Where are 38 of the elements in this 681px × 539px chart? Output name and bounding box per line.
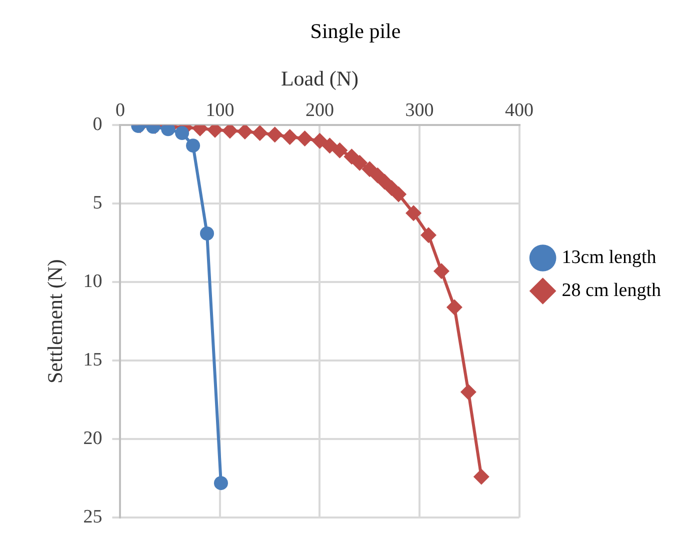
point bbox=[344, 148, 360, 165]
y-tick-label: 0 bbox=[92, 114, 102, 136]
point bbox=[433, 263, 450, 280]
y-tick-label: 25 bbox=[83, 506, 102, 528]
y-axis-title: Settlement (N) bbox=[43, 259, 68, 384]
point bbox=[296, 130, 313, 147]
point bbox=[266, 126, 283, 143]
point bbox=[473, 468, 490, 485]
x-tick-label: 0 bbox=[115, 100, 125, 121]
point bbox=[420, 227, 437, 244]
x-tick-label: 300 bbox=[405, 100, 434, 121]
y-tick-label: 20 bbox=[83, 428, 102, 450]
point bbox=[460, 384, 476, 400]
point bbox=[406, 205, 422, 222]
point bbox=[214, 476, 228, 490]
y-tick-label: 15 bbox=[83, 350, 102, 371]
point bbox=[282, 128, 298, 145]
x-tick-label: 200 bbox=[306, 100, 334, 121]
legend-label: 28 cm length bbox=[562, 280, 662, 301]
point bbox=[390, 186, 407, 202]
x-axis-title: Load (N) bbox=[280, 66, 359, 90]
point bbox=[252, 125, 268, 142]
legend-label: 13cm length bbox=[562, 246, 657, 268]
x-tick-label: 100 bbox=[206, 100, 234, 121]
point bbox=[186, 138, 200, 153]
point bbox=[175, 126, 190, 140]
x-tick-label: 400 bbox=[505, 100, 534, 121]
point bbox=[446, 299, 462, 316]
point bbox=[352, 154, 368, 171]
point bbox=[236, 125, 253, 140]
chart-title: Single pile bbox=[310, 19, 401, 44]
y-tick-label: 10 bbox=[83, 271, 102, 292]
point bbox=[332, 142, 348, 158]
point bbox=[362, 161, 378, 178]
point bbox=[200, 226, 214, 241]
point bbox=[312, 132, 328, 149]
point bbox=[322, 138, 338, 154]
y-tick-label: 5 bbox=[92, 192, 102, 214]
